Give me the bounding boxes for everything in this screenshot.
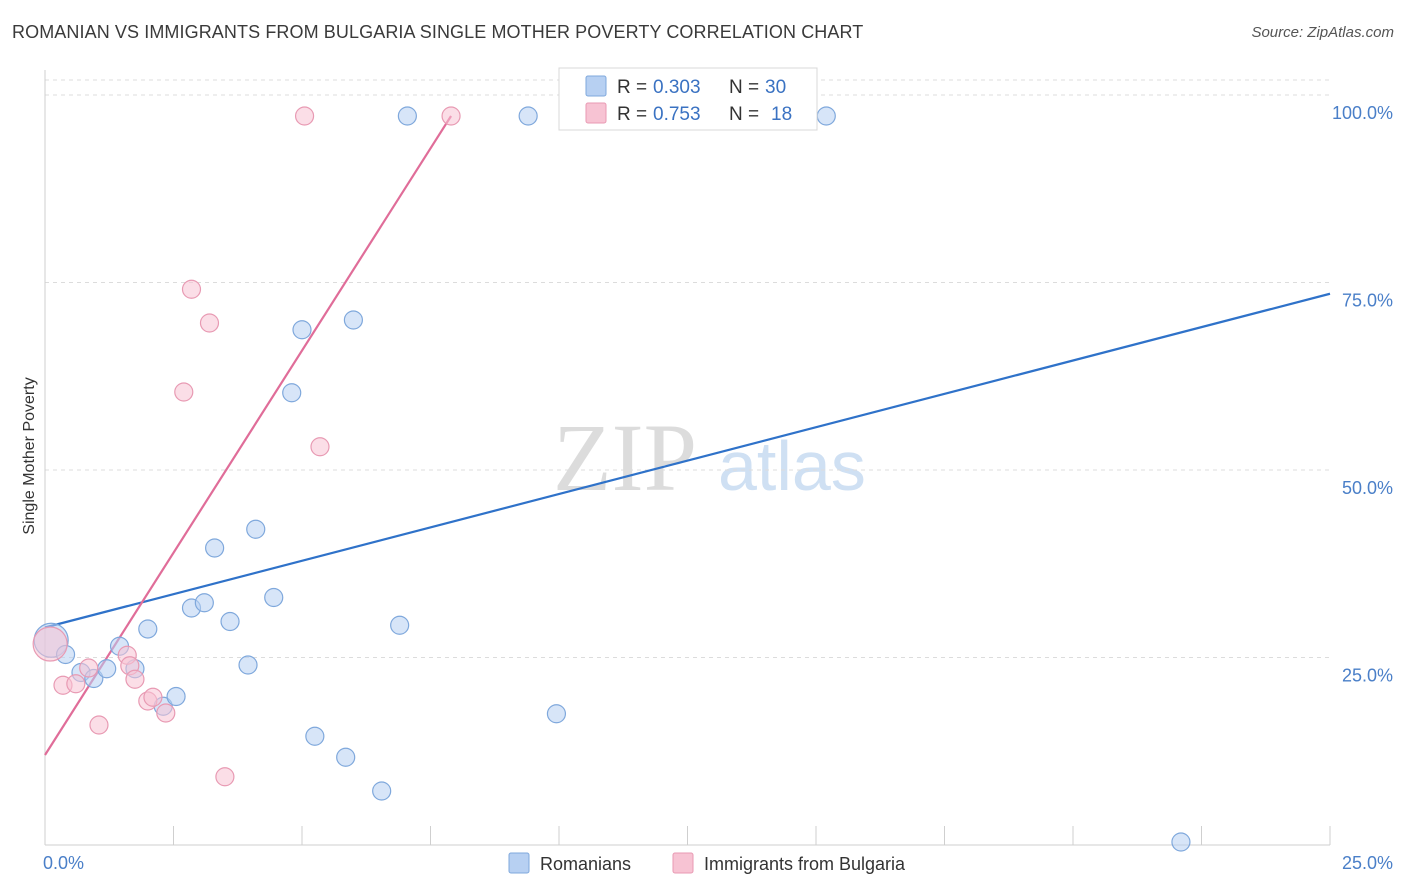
bottom-legend-label-bulgaria: Immigrants from Bulgaria [704,854,906,874]
bulgaria-point-7 [125,669,145,689]
x-tick-label-1: 25.0% [1342,853,1393,873]
bulgaria-point-17 [441,106,461,126]
legend-n-value-romanians: 30 [765,77,786,98]
bottom-legend: Romanians Immigrants from Bulgaria [508,852,906,874]
romanians-point-23 [390,615,410,635]
romanians-point-12 [205,538,225,558]
bulgaria-point-2 [66,674,86,694]
legend-box: R = 0.303 N = 30 R = 0.753 N = 18 [558,67,818,131]
bulgaria-point-13 [199,313,220,333]
romanians-point-16 [264,587,284,608]
legend-r-value-bulgaria: 0.753 [653,104,701,125]
romanians-trend-line [44,292,1331,629]
romanians-point-9 [166,686,186,707]
bulgaria-point-16 [310,437,330,457]
romanians-point-7 [138,619,158,639]
legend-r-value-romanians: 0.303 [653,77,701,98]
legend-n-value-bulgaria: 18 [771,104,792,125]
legend-r-label-bulgaria: R = [617,104,647,125]
y-tick-label-0: 25.0% [1342,666,1393,686]
romanians-point-25 [518,106,538,126]
romanians-point-29 [1171,832,1191,852]
source-label: Source: ZipAtlas.com [1251,24,1394,41]
romanians-point-4 [97,659,117,679]
chart-title: ROMANIAN VS IMMIGRANTS FROM BULGARIA SIN… [12,22,864,42]
bulgaria-point-0 [32,626,68,662]
romanians-point-13 [220,611,240,632]
bulgaria-point-4 [89,715,109,735]
legend-swatch-romanians [585,75,607,97]
watermark-atlas: atlas [718,427,866,505]
romanians-point-21 [343,310,363,330]
x-tick-label-0: 0.0% [43,853,84,873]
y-axis-label: Single Mother Poverty [21,377,38,534]
y-tick-label-2: 75.0% [1342,291,1393,311]
y-tick-label-1: 50.0% [1342,478,1393,498]
bulgaria-point-11 [174,382,194,402]
bulgaria-point-15 [294,106,315,126]
bottom-legend-swatch-romanians [508,852,530,874]
romanians-point-19 [305,726,325,746]
watermark: ZIP atlas [553,404,866,511]
romanians-point-15 [246,519,266,539]
y-tick-label-3: 100.0% [1332,103,1393,123]
romanians-point-26 [546,704,567,724]
bulgaria-point-12 [181,279,202,299]
romanians-point-14 [238,655,258,675]
legend-swatch-bulgaria [585,102,607,124]
bulgaria-point-14 [215,767,235,787]
tick-labels: 25.0% 50.0% 75.0% 100.0% 0.0% 25.0% [43,103,1393,873]
romanians-point-24 [397,106,417,126]
watermark-zip: ZIP [553,404,697,511]
romanians-point-18 [292,320,312,340]
romanians-point-20 [336,747,356,767]
data-points [32,106,1191,852]
axes [44,70,1331,846]
bottom-legend-label-romanians: Romanians [540,854,631,874]
bulgaria-point-10 [156,703,176,723]
romanians-point-28 [816,106,836,126]
romanians-point-11 [194,593,214,613]
bulgaria-point-9 [143,687,163,707]
romanians-point-22 [372,781,392,801]
bulgaria-point-3 [79,658,99,678]
gridlines [45,79,1330,658]
legend-n-label-romanians: N = [729,77,759,98]
legend-r-label-romanians: R = [617,77,647,98]
bottom-legend-swatch-bulgaria [672,852,694,874]
romanians-point-17 [282,383,302,403]
legend-n-label-bulgaria: N = [729,104,759,125]
